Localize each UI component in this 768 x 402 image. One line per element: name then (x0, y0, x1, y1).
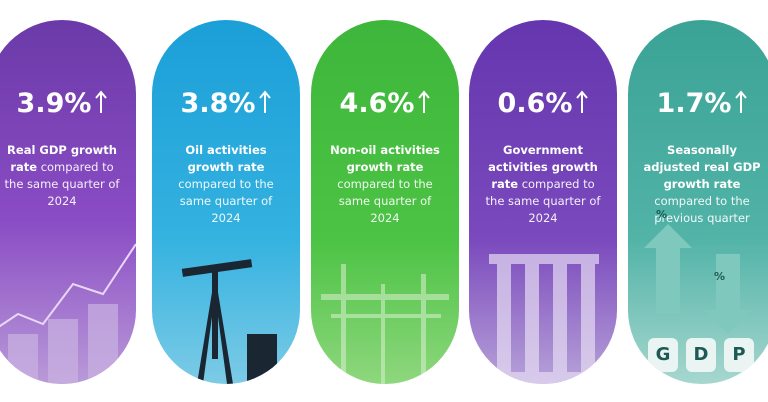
up-arrow (95, 90, 108, 113)
stat-value: 0.6% (469, 90, 617, 117)
stat-value: 3.9% (0, 90, 136, 117)
percent-icon: % (714, 270, 726, 283)
up-arrow (259, 90, 272, 113)
stat-card: 4.6% Non-oil activities growth rate compa… (311, 20, 459, 384)
description-detail: compared to the previous quarter (654, 194, 750, 225)
stat-card: 3.8% Oil activities growth rate compared … (152, 20, 300, 384)
stat-value: 1.7% (628, 90, 768, 117)
stat-description: Real GDP growth rate compared to the sam… (0, 142, 124, 210)
value-text: 3.9% (16, 88, 92, 119)
description-detail: compared to the same quarter of 2024 (4, 160, 120, 208)
value-text: 1.7% (656, 88, 732, 119)
up-arrow (418, 90, 431, 113)
illustration (321, 264, 449, 384)
illustration (644, 224, 752, 334)
description-title: Non-oil activities growth rate (330, 143, 440, 174)
stat-value: 4.6% (311, 90, 459, 117)
description-title: Seasonally adjusted real GDP growth rate (643, 143, 761, 191)
illustration (484, 254, 604, 384)
stat-description: Oil activities growth rate compared to t… (164, 142, 288, 227)
stat-description: Non-oil activities growth rate compared … (323, 142, 447, 227)
description-detail: compared to the same quarter of 2024 (178, 177, 274, 225)
description-title: Real GDP growth rate (7, 143, 117, 174)
stat-value: 3.8% (152, 90, 300, 117)
stat-description: Seasonally adjusted real GDP growth rate… (640, 142, 764, 227)
value-text: 3.8% (180, 88, 256, 119)
gdp-tile: G (648, 338, 678, 372)
stat-description: Government activities growth rate compar… (481, 142, 605, 227)
gdp-tile: D (686, 338, 716, 372)
description-title: Government activities growth rate (488, 143, 598, 191)
stat-card: 0.6% Government activities growth rate co… (469, 20, 617, 384)
stat-card: 3.9% Real GDP growth rate compared to the… (0, 20, 136, 384)
illustration (0, 243, 136, 384)
description-detail: compared to the same quarter of 2024 (485, 177, 601, 225)
description-title: Oil activities growth rate (185, 143, 267, 174)
gdp-tile: P (724, 338, 754, 372)
description-detail: compared to the same quarter of 2024 (337, 177, 433, 225)
up-arrow (735, 90, 748, 113)
value-text: 4.6% (339, 88, 415, 119)
up-arrow (576, 90, 589, 113)
illustration (181, 259, 277, 384)
stat-card: 1.7% Seasonally adjusted real GDP growth … (628, 20, 768, 384)
value-text: 0.6% (497, 88, 573, 119)
percent-icon: % (656, 208, 668, 221)
